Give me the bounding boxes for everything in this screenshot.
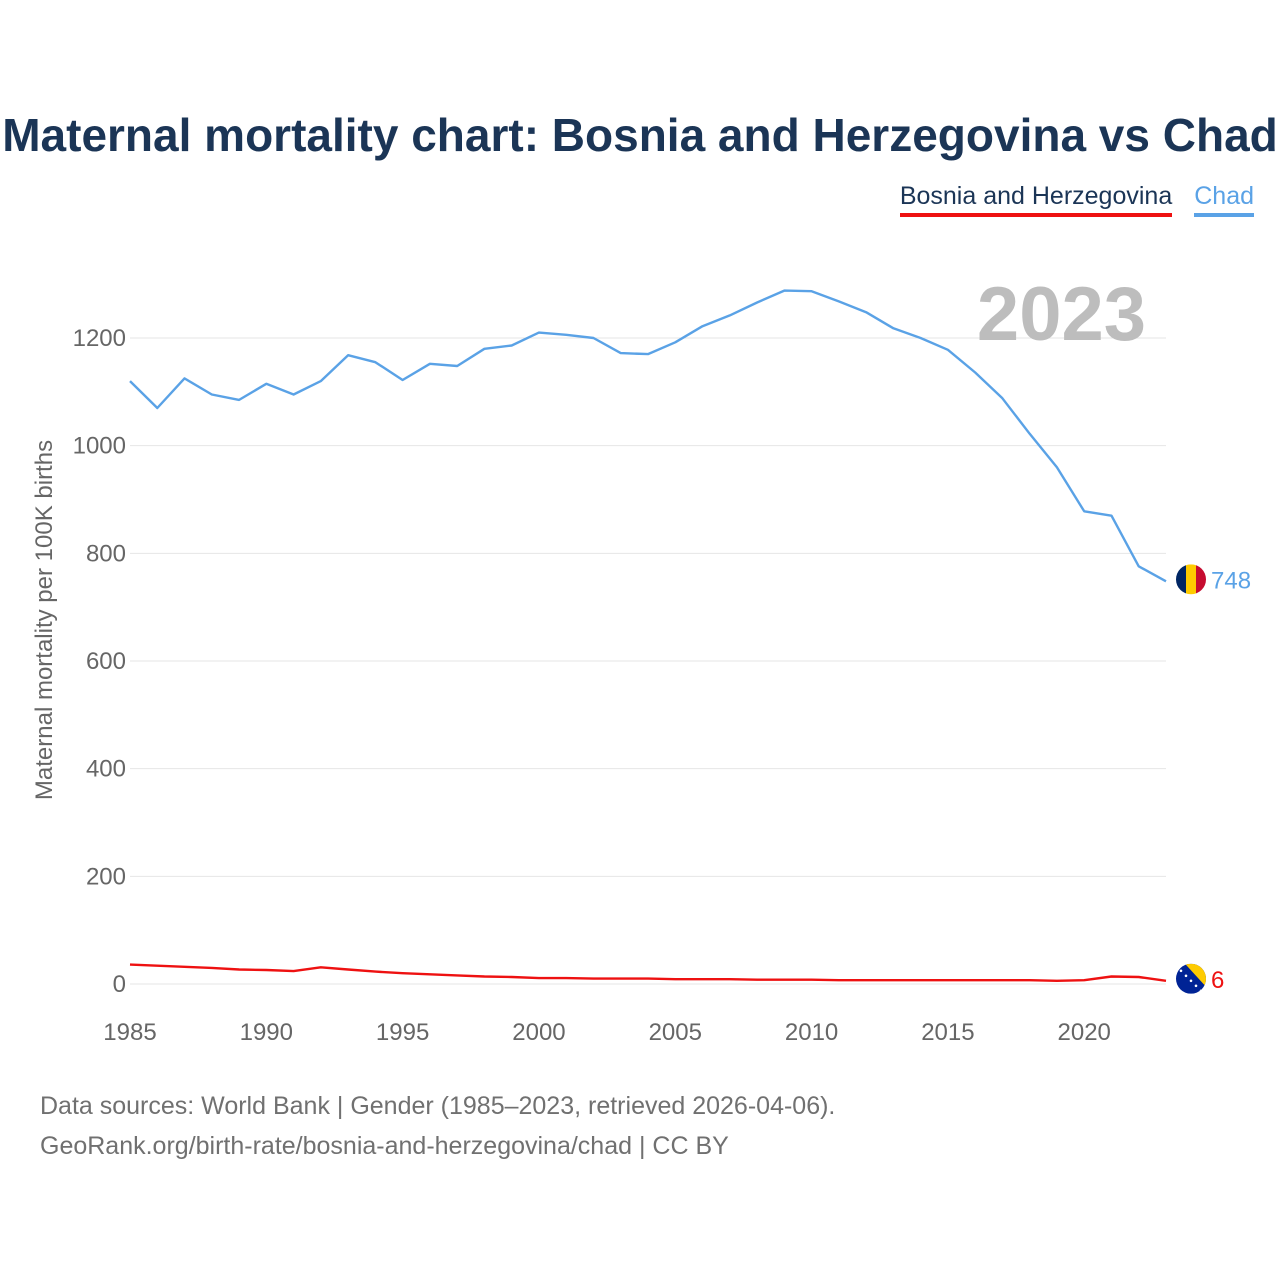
x-axis-ticks: 1985 1990 1995 2000 2005 2010 2015 2020 [103,1019,1111,1046]
footer: Data sources: World Bank | Gender (1985–… [40,1086,835,1166]
legend-item-bosnia[interactable]: Bosnia and Herzegovina [899,182,1173,217]
x-tick-label: 2005 [649,1019,702,1046]
end-value-label: 748 [1211,567,1251,594]
gridlines [130,337,1166,985]
y-axis-ticks: 0 200 400 600 800 1000 1200 [73,325,126,998]
flag-icon-bosnia-and-herzegovina [1176,963,1206,994]
year-label: 2023 [977,272,1146,357]
y-tick-label: 0 [113,971,126,998]
x-tick-label: 2010 [785,1019,838,1046]
y-tick-label: 1200 [73,325,126,352]
legend: Bosnia and Herzegovina Chad [899,182,1254,217]
end-value-label: 6 [1211,967,1224,994]
end-markers: 748 6 [1176,564,1251,994]
y-axis-label: Maternal mortality per 100K births [31,440,58,800]
x-tick-label: 2000 [512,1019,565,1046]
legend-item-chad[interactable]: Chad [1194,182,1254,217]
x-tick-label: 2020 [1058,1019,1111,1046]
y-tick-label: 200 [86,863,126,890]
x-tick-label: 1990 [240,1019,293,1046]
series-lines [129,289,1167,982]
y-tick-label: 600 [86,648,126,675]
x-tick-label: 1995 [376,1019,429,1046]
y-tick-label: 800 [86,540,126,567]
footer-link[interactable]: GeoRank.org/birth-rate/bosnia-and-herzeg… [40,1132,729,1160]
x-tick-label: 1985 [103,1019,156,1046]
y-tick-label: 1000 [73,433,126,460]
series-line-bosnia-and-herzegovina [129,963,1167,982]
y-tick-label: 400 [86,756,126,783]
series-line-chad [129,289,1167,583]
x-tick-label: 2015 [921,1019,974,1046]
chart-title: Maternal mortality chart: Bosnia and Her… [2,109,1278,161]
footer-sources: Data sources: World Bank | Gender (1985–… [40,1092,836,1120]
flag-icon-chad [1176,564,1206,595]
line-chart: 0 200 400 600 800 1000 1200 1985 1990 1995 2000 20… [31,272,1251,1046]
